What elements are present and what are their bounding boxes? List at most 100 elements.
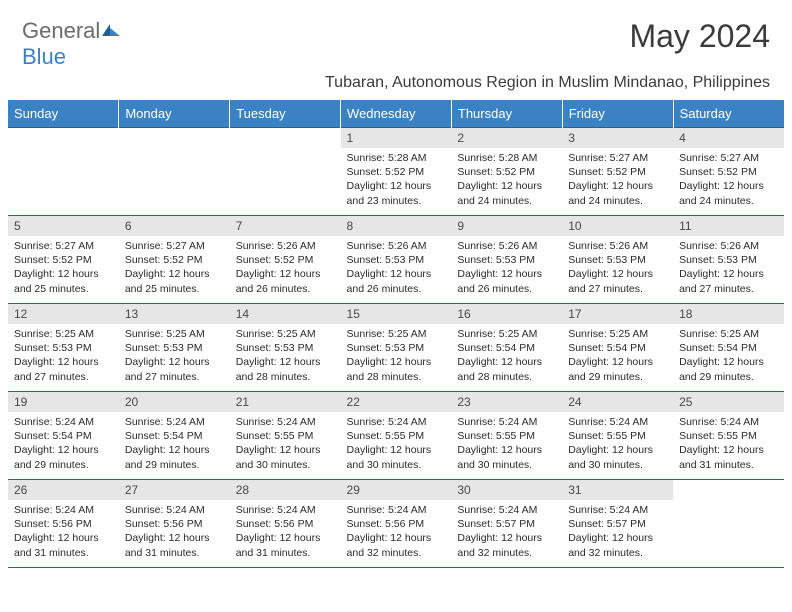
weekday-header: Saturday xyxy=(673,100,784,128)
day-number: 13 xyxy=(119,304,230,324)
weekday-header: Friday xyxy=(562,100,673,128)
sunrise-text: Sunrise: 5:28 AM xyxy=(457,151,556,165)
calendar-day: 10Sunrise: 5:26 AMSunset: 5:53 PMDayligh… xyxy=(562,216,673,304)
sunset-text: Sunset: 5:54 PM xyxy=(457,341,556,355)
sunrise-text: Sunrise: 5:25 AM xyxy=(347,327,446,341)
sunset-text: Sunset: 5:53 PM xyxy=(14,341,113,355)
calendar-day: 30Sunrise: 5:24 AMSunset: 5:57 PMDayligh… xyxy=(451,480,562,568)
brand-part1: General xyxy=(22,18,100,43)
day-info: Sunrise: 5:26 AMSunset: 5:52 PMDaylight:… xyxy=(230,236,341,302)
sunset-text: Sunset: 5:52 PM xyxy=(457,165,556,179)
calendar-day: 25Sunrise: 5:24 AMSunset: 5:55 PMDayligh… xyxy=(673,392,784,480)
calendar-day: 20 Sunrise: 5:24 AMSunset: 5:54 PMDayligh… xyxy=(119,392,230,480)
day-info: Sunrise: 5:25 AMSunset: 5:54 PMDaylight:… xyxy=(451,324,562,390)
daylight-text: Daylight: 12 hours and 30 minutes. xyxy=(568,443,667,471)
sunrise-text: Sunrise: 5:26 AM xyxy=(347,239,446,253)
day-number: 22 xyxy=(341,392,452,412)
day-info: Sunrise: 5:24 AMSunset: 5:56 PMDaylight:… xyxy=(8,500,119,566)
calendar-week: 26Sunrise: 5:24 AMSunset: 5:56 PMDayligh… xyxy=(8,480,784,568)
calendar-day: 4Sunrise: 5:27 AMSunset: 5:52 PMDaylight… xyxy=(673,128,784,216)
calendar-day: 24Sunrise: 5:24 AMSunset: 5:55 PMDayligh… xyxy=(562,392,673,480)
sunrise-text: Sunrise: 5:27 AM xyxy=(679,151,778,165)
calendar-day: 3Sunrise: 5:27 AMSunset: 5:52 PMDaylight… xyxy=(562,128,673,216)
daylight-text: Daylight: 12 hours and 28 minutes. xyxy=(457,355,556,383)
daylight-text: Daylight: 12 hours and 30 minutes. xyxy=(236,443,335,471)
calendar-day: 7Sunrise: 5:26 AMSunset: 5:52 PMDaylight… xyxy=(230,216,341,304)
daylight-text: Daylight: 12 hours and 27 minutes. xyxy=(14,355,113,383)
sunset-text: Sunset: 5:53 PM xyxy=(125,341,224,355)
sunset-text: Sunset: 5:53 PM xyxy=(236,341,335,355)
calendar-day: 17Sunrise: 5:25 AMSunset: 5:54 PMDayligh… xyxy=(562,304,673,392)
daylight-text: Daylight: 12 hours and 23 minutes. xyxy=(347,179,446,207)
day-number: 30 xyxy=(451,480,562,500)
sunrise-text: Sunrise: 5:24 AM xyxy=(347,503,446,517)
daylight-text: Daylight: 12 hours and 24 minutes. xyxy=(679,179,778,207)
daylight-text: Daylight: 12 hours and 31 minutes. xyxy=(125,531,224,559)
calendar-day: 16Sunrise: 5:25 AMSunset: 5:54 PMDayligh… xyxy=(451,304,562,392)
sunset-text: Sunset: 5:52 PM xyxy=(236,253,335,267)
calendar-day: 23Sunrise: 5:24 AMSunset: 5:55 PMDayligh… xyxy=(451,392,562,480)
calendar-day: 6Sunrise: 5:27 AMSunset: 5:52 PMDaylight… xyxy=(119,216,230,304)
sunrise-text: Sunrise: 5:24 AM xyxy=(125,503,224,517)
day-number: 2 xyxy=(451,128,562,148)
sunrise-text: Sunrise: 5:24 AM xyxy=(14,503,113,517)
calendar-day xyxy=(673,480,784,568)
day-info: Sunrise: 5:25 AMSunset: 5:53 PMDaylight:… xyxy=(341,324,452,390)
sunrise-text: Sunrise: 5:26 AM xyxy=(679,239,778,253)
sunset-text: Sunset: 5:53 PM xyxy=(457,253,556,267)
location-text: Tubaran, Autonomous Region in Muslim Min… xyxy=(0,74,792,100)
calendar-week: 19Sunrise: 5:24 AMSunset: 5:54 PMDayligh… xyxy=(8,392,784,480)
sunset-text: Sunset: 5:55 PM xyxy=(347,429,446,443)
daylight-text: Daylight: 12 hours and 31 minutes. xyxy=(679,443,778,471)
calendar-day: 27 Sunrise: 5:24 AMSunset: 5:56 PMDayligh… xyxy=(119,480,230,568)
day-number: 14 xyxy=(230,304,341,324)
weekday-header: Wednesday xyxy=(341,100,452,128)
daylight-text: Daylight: 12 hours and 32 minutes. xyxy=(457,531,556,559)
sunset-text: Sunset: 5:56 PM xyxy=(347,517,446,531)
day-info: Sunrise: 5:27 AMSunset: 5:52 PMDaylight:… xyxy=(119,236,230,302)
sunrise-text: Sunrise: 5:24 AM xyxy=(568,503,667,517)
sunrise-text: Sunrise: 5:25 AM xyxy=(679,327,778,341)
sunrise-text: Sunrise: 5:27 AM xyxy=(125,239,224,253)
calendar-day: 5Sunrise: 5:27 AMSunset: 5:52 PMDaylight… xyxy=(8,216,119,304)
brand-text: GeneralBlue xyxy=(22,18,122,70)
day-number: 27 xyxy=(119,480,230,500)
calendar-day: 14Sunrise: 5:25 AMSunset: 5:53 PMDayligh… xyxy=(230,304,341,392)
day-info: Sunrise: 5:27 AMSunset: 5:52 PMDaylight:… xyxy=(673,148,784,214)
sunrise-text: Sunrise: 5:24 AM xyxy=(14,415,113,429)
daylight-text: Daylight: 12 hours and 29 minutes. xyxy=(125,443,224,471)
day-number: 21 xyxy=(230,392,341,412)
sunrise-text: Sunrise: 5:27 AM xyxy=(568,151,667,165)
calendar-day: 15Sunrise: 5:25 AMSunset: 5:53 PMDayligh… xyxy=(341,304,452,392)
day-number: 4 xyxy=(673,128,784,148)
day-number: 3 xyxy=(562,128,673,148)
day-info: Sunrise: 5:24 AMSunset: 5:55 PMDaylight:… xyxy=(341,412,452,478)
day-number: 19 xyxy=(8,392,119,412)
day-number: 15 xyxy=(341,304,452,324)
calendar-day xyxy=(8,128,119,216)
day-info: Sunrise: 5:24 AMSunset: 5:56 PMDaylight:… xyxy=(341,500,452,566)
calendar-table: SundayMondayTuesdayWednesdayThursdayFrid… xyxy=(8,100,784,568)
sunrise-text: Sunrise: 5:24 AM xyxy=(457,415,556,429)
weekday-header: Thursday xyxy=(451,100,562,128)
daylight-text: Daylight: 12 hours and 29 minutes. xyxy=(14,443,113,471)
daylight-text: Daylight: 12 hours and 27 minutes. xyxy=(679,267,778,295)
sunrise-text: Sunrise: 5:24 AM xyxy=(125,415,224,429)
logo-icon xyxy=(100,18,122,44)
daylight-text: Daylight: 12 hours and 24 minutes. xyxy=(568,179,667,207)
day-number: 25 xyxy=(673,392,784,412)
sunrise-text: Sunrise: 5:25 AM xyxy=(125,327,224,341)
calendar-day xyxy=(230,128,341,216)
daylight-text: Daylight: 12 hours and 32 minutes. xyxy=(568,531,667,559)
sunset-text: Sunset: 5:56 PM xyxy=(125,517,224,531)
calendar-day: 29Sunrise: 5:24 AMSunset: 5:56 PMDayligh… xyxy=(341,480,452,568)
sunset-text: Sunset: 5:54 PM xyxy=(125,429,224,443)
sunset-text: Sunset: 5:57 PM xyxy=(568,517,667,531)
day-number: 11 xyxy=(673,216,784,236)
daylight-text: Daylight: 12 hours and 30 minutes. xyxy=(347,443,446,471)
day-number: 16 xyxy=(451,304,562,324)
day-info: Sunrise: 5:24 AMSunset: 5:55 PMDaylight:… xyxy=(562,412,673,478)
sunset-text: Sunset: 5:53 PM xyxy=(679,253,778,267)
day-number: 12 xyxy=(8,304,119,324)
day-number: 20 xyxy=(119,392,230,412)
